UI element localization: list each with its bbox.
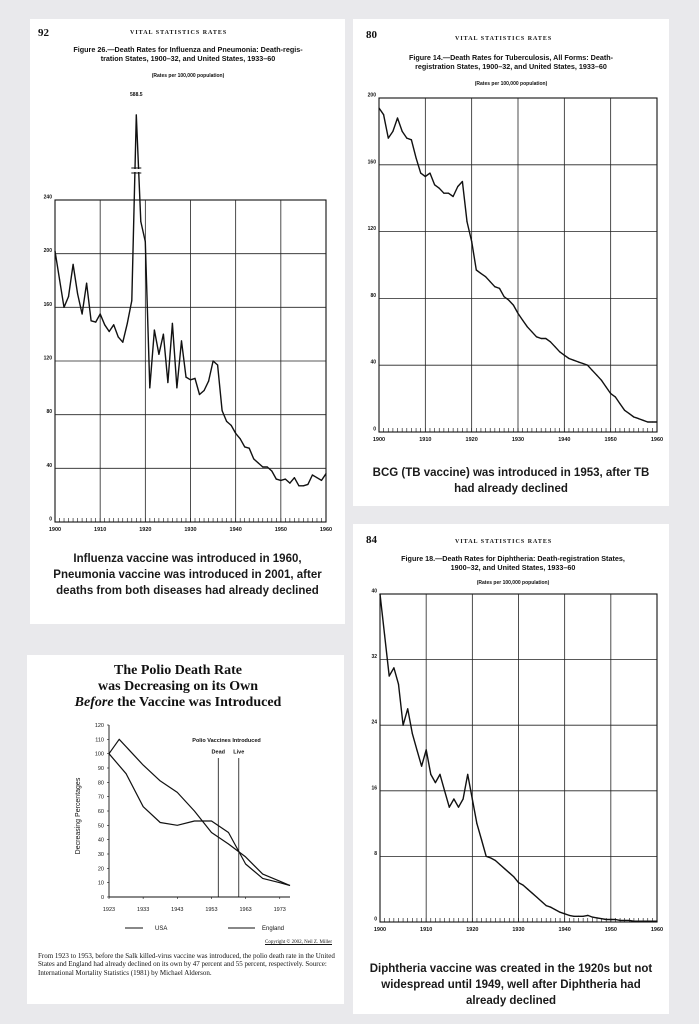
polio-source-note: From 1923 to 1953, before the Salk kille… [38,952,335,977]
polio-title-italic-word: Before [74,695,114,710]
figure-subtitle: (Rates per 100,000 population) [476,580,550,586]
caption-line-1: BCG (TB vaccine) was introduced in 1953,… [372,467,650,479]
tb-panel: 80 VITAL STATISTICS RATES Figure 14.—Dea… [353,19,669,506]
influenza-panel: 92 VITAL STATISTICS RATES Figure 26.—Dea… [30,19,345,624]
polio-title-line-2: was Decreasing on its Own [98,679,258,694]
page-number: 92 [38,27,49,39]
figure-title: Figure 14.—Death Rates for Tuberculosis,… [363,53,659,71]
panel-caption: BCG (TB vaccine) was introduced in 1953,… [357,465,665,497]
polio-title: The Polio Death Rate was Decreasing on i… [28,663,328,711]
caption-line-3: already declined [465,995,557,1007]
figure-title-line-1: Figure 14.—Death Rates for Tuberculosis,… [408,53,614,62]
running-head: VITAL STATISTICS RATES [130,30,228,36]
figure-title-line-1: Figure 18.—Death Rates for Diphtheria: D… [401,554,625,563]
caption-line-2: had already declined [454,483,568,495]
page-number: 80 [366,29,377,41]
figure-title-line-1: Figure 26.—Death Rates for Influenza and… [73,45,303,54]
polio-title-line-3: Before the Vaccine was Introduced [28,695,328,711]
panel-caption: Diphtheria vaccine was created in the 19… [357,961,665,1009]
page-number: 84 [366,534,377,546]
figure-subtitle: (Rates per 100,000 population) [474,81,548,87]
figure-title-line-2: registration States, 1900–32, and United… [415,62,607,71]
polio-title-line-1: The Polio Death Rate [114,663,242,678]
figure-title-line-2: tration States, 1900–32, and United Stat… [100,54,276,63]
running-head: VITAL STATISTICS RATES [455,36,553,42]
caption-line-3: deaths from both diseases had already de… [56,585,319,597]
figure-subtitle: (Rates per 100,000 population) [151,73,225,79]
caption-line-1: Diphtheria vaccine was created in the 19… [369,963,653,975]
caption-line-2: Pneumonia vaccine was introduced in 2001… [53,569,322,581]
caption-line-1: Influenza vaccine was introduced in 1960… [73,553,302,565]
running-head: VITAL STATISTICS RATES [455,539,553,545]
diphtheria-panel: 84 VITAL STATISTICS RATES Figure 18.—Dea… [353,524,669,1014]
polio-title-line-3-rest: the Vaccine was Introduced [113,695,282,710]
caption-line-2: widespread until 1949, well after Diphth… [381,979,641,991]
polio-copyright: Copyright © 2002, Neil Z. Miller [265,940,332,945]
figure-title: Figure 18.—Death Rates for Diphtheria: D… [363,554,663,572]
panel-caption: Influenza vaccine was introduced in 1960… [32,551,343,599]
figure-title: Figure 26.—Death Rates for Influenza and… [38,45,338,63]
figure-title-line-2: 1900–32, and United States, 1933–60 [450,563,576,572]
